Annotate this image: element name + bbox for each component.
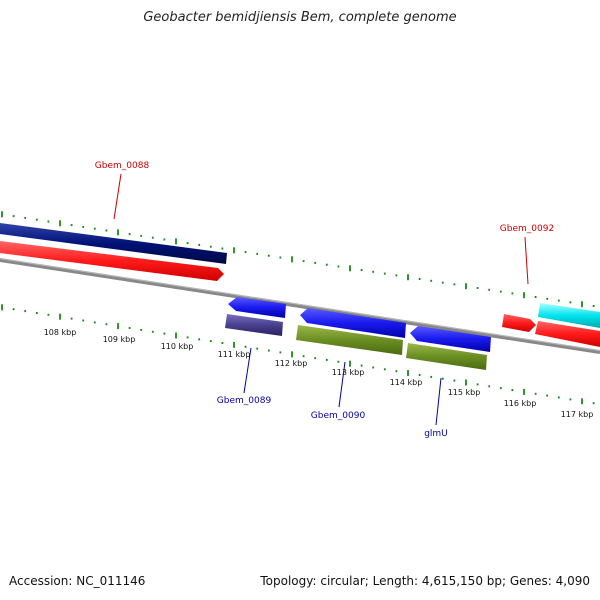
leader-gbem-0089 [243, 347, 252, 394]
tick-label-111: 111 kbp [218, 350, 251, 359]
tick-label-110: 110 kbp [161, 342, 194, 351]
leader-glmu [435, 377, 442, 426]
leader-gbem-0090 [338, 361, 346, 408]
gene-label-glmu[interactable]: glmU [424, 429, 448, 439]
leader-gbem-0088 [113, 173, 122, 220]
gene-label-gbem-0092[interactable]: Gbem_0092 [500, 224, 554, 234]
gene-red-bar-right[interactable] [535, 321, 600, 347]
tick-label-114: 114 kbp [390, 378, 423, 387]
gene-label-gbem-0090[interactable]: Gbem_0090 [311, 411, 366, 421]
gene-gbem-0088-bar[interactable] [0, 223, 227, 264]
gene-glmu-arrow[interactable] [410, 326, 491, 352]
gene-olive-bar-2[interactable] [406, 343, 487, 370]
gene-gbem-0089-bar[interactable] [225, 314, 283, 336]
genome-backbone [0, 258, 600, 354]
leader-gbem-0092 [524, 236, 529, 285]
topology-text: Topology: circular; Length: 4,615,150 bp… [260, 574, 590, 588]
gene-forward-red-arrow[interactable] [0, 241, 224, 281]
genome-backbone-highlight [0, 258, 600, 352]
gene-label-gbem-0088[interactable]: Gbem_0088 [95, 161, 150, 171]
inner-tick-ring [1, 304, 595, 405]
tick-label-112: 112 kbp [275, 359, 308, 368]
gene-cyan-bar[interactable] [538, 303, 600, 328]
gene-label-gbem-0089[interactable]: Gbem_0089 [217, 396, 272, 406]
tick-label-116: 116 kbp [504, 399, 537, 408]
gene-gbem-0092-arrow[interactable] [502, 314, 536, 332]
tick-label-113: 113 kbp [332, 368, 365, 377]
gene-blue-arrow-1[interactable] [228, 297, 286, 318]
tick-label-109: 109 kbp [103, 335, 136, 344]
outer-tick-ring [1, 211, 595, 308]
tick-label-117: 117 kbp [561, 410, 594, 419]
gene-gbem-0090-bar[interactable] [296, 325, 403, 355]
tick-label-108: 108 kbp [44, 328, 77, 337]
map-title: Geobacter bemidjiensis Bem, complete gen… [143, 10, 457, 25]
tick-label-115: 115 kbp [448, 388, 481, 397]
accession-text: Accession: NC_011146 [9, 574, 146, 588]
gene-blue-arrow-2[interactable] [300, 308, 406, 338]
